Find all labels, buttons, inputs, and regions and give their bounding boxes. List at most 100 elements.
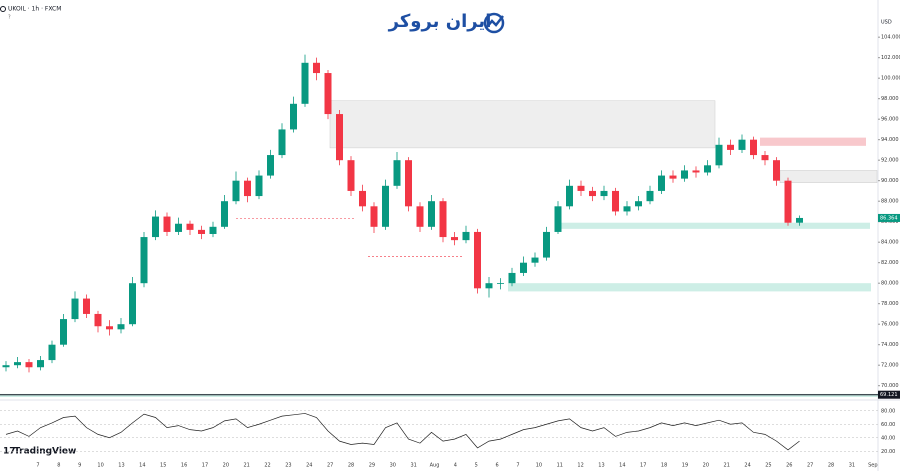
rsi-tick-label: 40.00 xyxy=(881,435,895,441)
candle-body xyxy=(301,62,309,104)
candle-body xyxy=(60,319,67,345)
candle-body xyxy=(2,365,10,368)
x-tick-label: 31 xyxy=(410,463,416,469)
candle-body xyxy=(405,160,412,207)
x-tick-label: 26 xyxy=(786,463,792,469)
candle-body xyxy=(704,165,711,173)
x-tick-label: 24 xyxy=(744,463,750,469)
x-tick-label: 10 xyxy=(97,463,103,469)
y-tick-label: 102.000 xyxy=(881,55,900,61)
candle-body xyxy=(773,160,780,181)
candle-body xyxy=(669,175,677,179)
x-tick-label: 4 xyxy=(454,463,457,469)
candle-body xyxy=(531,257,539,263)
candle-body xyxy=(117,324,125,330)
x-tick-label: 12 xyxy=(577,463,583,469)
candle-body xyxy=(520,262,527,273)
x-tick-label: 25 xyxy=(765,463,771,469)
candle-body xyxy=(106,326,113,330)
x-tick-label: 31 xyxy=(849,463,855,469)
x-tick-label: 7 xyxy=(36,463,39,469)
zone xyxy=(508,283,871,292)
y-tick-label: 78.000 xyxy=(881,301,899,307)
candle-body xyxy=(244,180,251,197)
candle-body xyxy=(543,231,550,258)
x-tick-label: 13 xyxy=(598,463,604,469)
candle-body xyxy=(37,360,44,368)
y-tick-label: 72.000 xyxy=(881,363,899,369)
y-tick-label: 76.000 xyxy=(881,322,899,328)
x-tick-label: 23 xyxy=(285,463,291,469)
x-tick-label: 7 xyxy=(516,463,519,469)
candle-body xyxy=(474,231,481,289)
candle-body xyxy=(428,201,435,227)
candle-body xyxy=(750,139,757,156)
candle-body xyxy=(370,206,378,227)
candle-body xyxy=(359,190,366,207)
x-tick-label: 14 xyxy=(619,463,625,469)
x-tick-label: 27 xyxy=(327,463,333,469)
candle-body xyxy=(635,201,642,207)
x-tick-label: 21 xyxy=(244,463,250,469)
candle-body xyxy=(761,155,769,161)
rsi-tick-label: 80.00 xyxy=(881,408,895,414)
x-tick-label: 20 xyxy=(703,463,709,469)
candle-body xyxy=(715,144,723,166)
x-tick-label: 18 xyxy=(661,463,667,469)
price-tag xyxy=(878,213,900,222)
rsi-tick-label: 20.00 xyxy=(881,449,895,455)
candle-body xyxy=(347,160,355,191)
candle-body xyxy=(175,223,182,232)
x-tick-label: 9 xyxy=(78,463,81,469)
candle-body xyxy=(497,283,504,284)
candle-body xyxy=(83,298,90,314)
y-tick-label: 92.000 xyxy=(881,158,899,164)
x-tick-label: 20 xyxy=(223,463,229,469)
x-tick-label: 14 xyxy=(139,463,145,469)
candle-body xyxy=(129,283,136,325)
candle-body xyxy=(221,201,228,227)
help-icon: ? xyxy=(8,15,11,21)
candle-body xyxy=(71,298,79,320)
x-tick-label: 6 xyxy=(496,463,499,469)
candle-body xyxy=(25,362,33,368)
y-tick-label: 86.000 xyxy=(881,219,899,225)
y-tick-label: 80.000 xyxy=(881,281,899,287)
y-tick-label: 82.000 xyxy=(881,260,899,266)
zone xyxy=(329,100,716,149)
currency: USD xyxy=(881,20,892,26)
candle-body xyxy=(439,201,447,238)
candle-body xyxy=(577,185,585,191)
x-tick-label: 10 xyxy=(536,463,542,469)
y-tick-label: 100.000 xyxy=(881,76,900,82)
level-label: 69.121 xyxy=(880,392,898,398)
y-tick-label: 74.000 xyxy=(881,342,899,348)
candle-body xyxy=(209,226,217,234)
x-tick-label: 8 xyxy=(57,463,60,469)
candle-body xyxy=(232,180,240,202)
brand-icon-arrow xyxy=(486,15,504,28)
x-tick-label: Sep xyxy=(868,463,877,469)
candle-body xyxy=(692,170,700,173)
x-tick-label: 13 xyxy=(118,463,124,469)
candle-body xyxy=(784,180,792,223)
x-tick-label: 15 xyxy=(160,463,166,469)
level-tag xyxy=(878,390,900,399)
candle-body xyxy=(313,62,320,74)
candle-body xyxy=(566,185,573,207)
candle-body xyxy=(796,217,803,223)
y-tick-label: 96.000 xyxy=(881,117,899,123)
x-tick-label: 21 xyxy=(724,463,730,469)
candle-body xyxy=(485,283,493,289)
candle-body xyxy=(738,139,746,150)
candle-body xyxy=(646,190,654,202)
x-tick-label: 11 xyxy=(557,463,563,469)
y-tick-label: 70.000 xyxy=(881,383,899,389)
candle-body xyxy=(681,170,688,179)
candle-body xyxy=(416,206,424,227)
y-tick-label: 94.000 xyxy=(881,137,899,143)
candle-body xyxy=(48,344,56,361)
brand: ایران بروکر xyxy=(388,11,492,32)
y-tick-label: 104.000 xyxy=(881,35,900,41)
